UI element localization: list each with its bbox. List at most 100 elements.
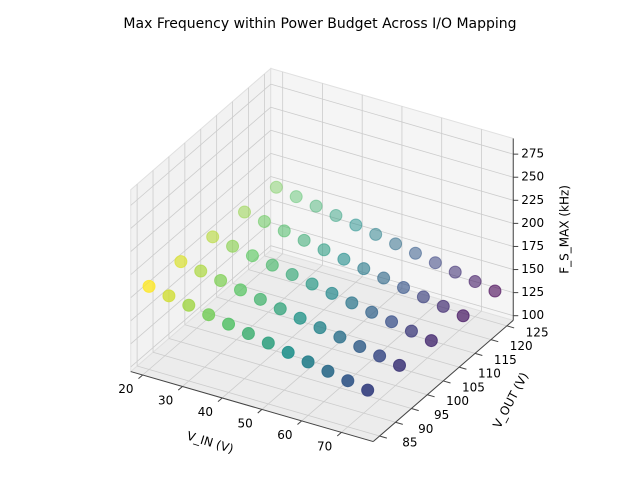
- point: [408, 246, 422, 260]
- x-tick: [177, 386, 183, 391]
- point: [468, 275, 482, 289]
- grid-line: [130, 245, 272, 368]
- point: [416, 290, 430, 304]
- grid-line: [130, 153, 272, 275]
- y-tick: [490, 339, 499, 343]
- point: [238, 205, 252, 219]
- y-tick-label: 110: [478, 367, 501, 381]
- point: [273, 302, 287, 316]
- z-tick-label: 225: [521, 193, 544, 207]
- point: [353, 339, 367, 353]
- point: [361, 383, 375, 397]
- point: [317, 243, 331, 257]
- x-tick: [138, 374, 144, 380]
- x-tick-label: 50: [237, 416, 252, 430]
- point: [321, 364, 335, 378]
- point: [369, 227, 383, 241]
- grid-line: [130, 129, 272, 252]
- point: [424, 334, 438, 348]
- point: [162, 289, 176, 303]
- z-axis-label: F_S_MAX (kHz): [558, 185, 572, 274]
- point: [404, 324, 418, 338]
- point: [428, 256, 442, 270]
- point: [488, 284, 502, 298]
- point: [289, 190, 303, 204]
- y-tick-label: 125: [526, 325, 549, 339]
- grid-line: [137, 365, 380, 437]
- z-tick-label: 100: [521, 308, 544, 322]
- point: [261, 336, 275, 350]
- y-tick-label: 85: [402, 436, 417, 450]
- point: [269, 180, 283, 194]
- z-tick-label: 275: [521, 147, 544, 161]
- grid-line: [248, 269, 492, 340]
- x-tick-label: 70: [317, 439, 332, 453]
- grid-line: [130, 176, 272, 299]
- point: [397, 280, 411, 294]
- y-tick: [506, 325, 515, 329]
- point: [385, 315, 399, 329]
- z-tick-label: 250: [521, 170, 544, 184]
- grid-line: [130, 222, 272, 345]
- x-tick: [217, 397, 223, 402]
- point: [174, 255, 188, 269]
- point: [202, 308, 216, 322]
- point: [182, 298, 196, 312]
- y-tick: [443, 380, 451, 384]
- grid-line: [168, 338, 412, 409]
- point: [392, 358, 406, 372]
- point: [365, 305, 379, 319]
- grid-line: [270, 199, 514, 270]
- z-tick-label: 125: [521, 285, 544, 299]
- x-axis: [130, 371, 374, 443]
- point: [337, 252, 351, 266]
- point: [389, 237, 403, 251]
- grid-line: [130, 199, 272, 322]
- y-tick: [459, 366, 467, 370]
- x-tick-label: 40: [198, 405, 213, 419]
- point: [297, 233, 311, 247]
- grid-line: [270, 176, 514, 247]
- point: [222, 317, 236, 331]
- y-tick-label: 100: [446, 394, 469, 408]
- point: [241, 327, 255, 341]
- y-tick-label: 115: [494, 353, 517, 367]
- point: [301, 355, 315, 369]
- x-tick: [336, 431, 342, 437]
- point: [214, 273, 228, 287]
- point: [436, 299, 450, 313]
- x-tick-label: 20: [118, 382, 133, 396]
- x-tick: [297, 420, 303, 425]
- y-tick: [427, 394, 435, 398]
- point: [206, 230, 220, 244]
- y-axis: [372, 319, 514, 442]
- grid-line: [270, 106, 514, 178]
- z-tick-label: 200: [521, 216, 544, 230]
- grid-line: [130, 83, 272, 206]
- point: [305, 277, 319, 291]
- point: [377, 271, 391, 285]
- x-tick: [257, 409, 263, 414]
- x-axis-label: V_IN (V): [185, 429, 235, 456]
- point: [329, 209, 343, 223]
- chart-title: Max Frequency within Power Budget Across…: [123, 16, 516, 32]
- y-tick-label: 120: [510, 339, 533, 353]
- point: [309, 199, 323, 213]
- point: [142, 279, 156, 293]
- point: [253, 292, 267, 306]
- point: [265, 258, 279, 272]
- point: [277, 224, 291, 238]
- point: [357, 262, 371, 276]
- point: [281, 345, 295, 359]
- grid-line: [270, 83, 514, 155]
- grid-line: [270, 129, 514, 201]
- point: [285, 268, 299, 282]
- point: [448, 265, 462, 279]
- point: [349, 218, 363, 232]
- point: [293, 311, 307, 325]
- y-tick: [474, 352, 483, 356]
- x-tick-label: 30: [158, 394, 173, 408]
- point: [345, 296, 359, 310]
- point: [333, 330, 347, 344]
